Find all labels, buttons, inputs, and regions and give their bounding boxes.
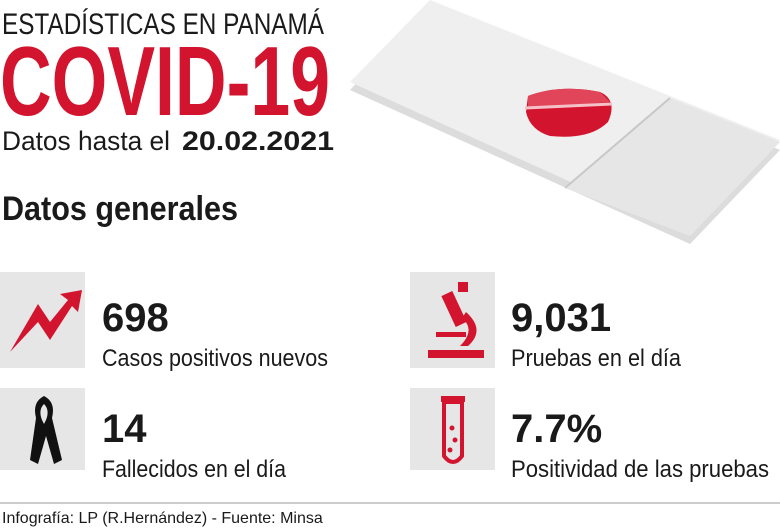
- test-tube-icon: [441, 396, 465, 464]
- kicker: ESTADÍSTICAS EN PANAMÁ: [2, 8, 324, 41]
- stat-value: 698: [102, 296, 169, 340]
- ribbon-icon: [30, 396, 62, 464]
- slide-illustration: [350, 0, 780, 244]
- trend-icon: [10, 290, 82, 352]
- stat-label: Pruebas en el día: [511, 345, 682, 372]
- stat-value: 7.7%: [511, 407, 602, 451]
- stat-value: 9,031: [511, 296, 611, 340]
- stat-label: Fallecidos en el día: [102, 456, 287, 483]
- stat-label: Casos positivos nuevos: [102, 345, 328, 372]
- date: 20.02.2021: [182, 126, 334, 156]
- footer: Infografía: LP (R.Hernández) - Fuente: M…: [2, 510, 323, 527]
- section-title: Datos generales: [2, 190, 238, 228]
- stat-value: 14: [102, 407, 147, 451]
- stat-label: Positividad de las pruebas: [511, 456, 769, 483]
- date-prefix: Datos hasta el: [2, 126, 170, 156]
- main-title: COVID-19: [0, 26, 330, 136]
- microscope-icon: [428, 282, 484, 358]
